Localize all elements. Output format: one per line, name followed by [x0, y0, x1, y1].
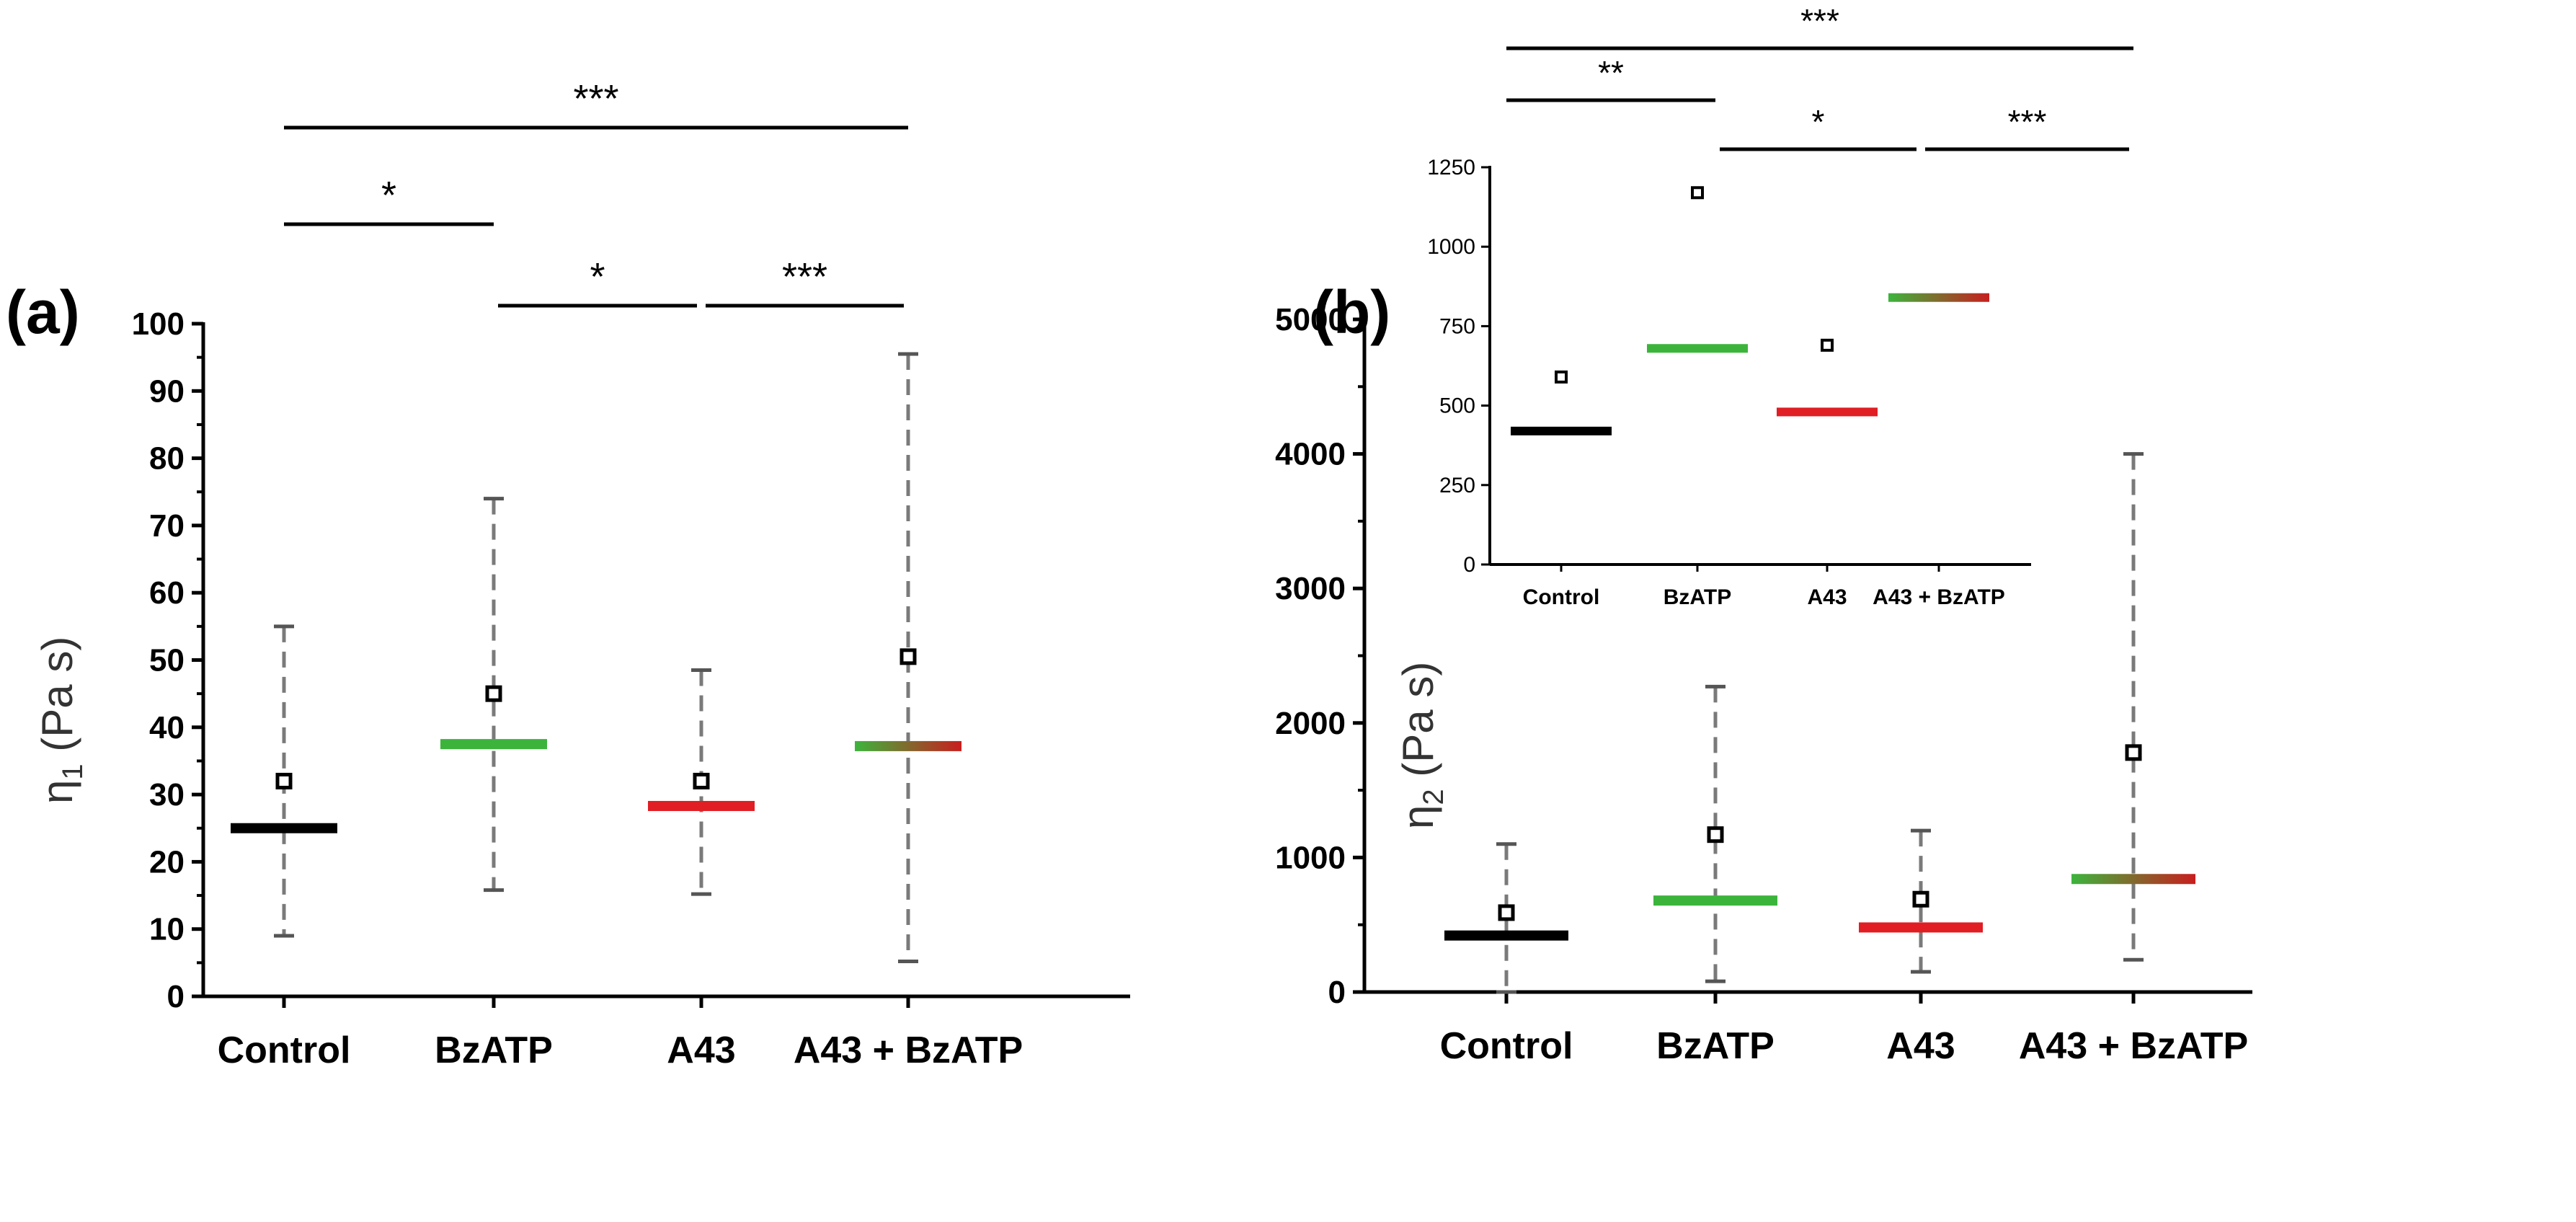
panel-a-y-tick-label: 70	[149, 508, 185, 544]
inset-median-bar	[1888, 293, 1989, 302]
panel-a-significance-label: ***	[782, 255, 827, 298]
panel-b-y-tick-label: 4000	[1275, 437, 1346, 472]
panel-b-median-bar	[2071, 874, 2195, 885]
panel-a-y-tick-label: 20	[149, 844, 185, 880]
panel-b-x-tick-label: Control	[1440, 1025, 1573, 1067]
panel-b-y-tick-label: 3000	[1275, 571, 1346, 606]
inset-chart: 0 250 500 750 1000 1250 Control BzATP A43 A43 + B…	[1427, 156, 2031, 609]
panel-a-mean-marker	[693, 772, 710, 789]
panel-a-ylabel-eta: η	[33, 780, 81, 804]
inset-mean-marker	[1691, 186, 1704, 200]
panel-b-y-tick-label: 5000	[1275, 302, 1346, 337]
panel-a-ylabel-units: (Pa s)	[33, 637, 81, 764]
panel-a-mean-marker	[485, 685, 502, 702]
panel-b-y-tick-label: 1000	[1275, 840, 1346, 875]
panel-a-y-tick-label: 10	[149, 912, 185, 947]
panel-b-x-tick-label: BzATP	[1656, 1025, 1775, 1067]
panel-b-y-tick-label: 0	[1328, 975, 1346, 1010]
panel-a-median-bar	[231, 823, 337, 833]
panel-b-x-tick-label: A43 + BzATP	[2019, 1025, 2248, 1067]
panel-a-mean-marker	[275, 772, 293, 789]
inset-x-tick-label: A43 + BzATP	[1873, 585, 2005, 609]
panel-b-significance-label: *	[1812, 103, 1825, 141]
panel-a-ylabel-sub: 1	[57, 763, 89, 779]
panel-b-ylabel-eta: η	[1394, 805, 1442, 829]
panel-a-y-tick-label: 80	[149, 441, 185, 477]
inset-y-tick-label: 1250	[1427, 156, 1475, 180]
inset-x-tick-label: BzATP	[1664, 585, 1731, 609]
inset-y-tick-label: 1000	[1427, 235, 1475, 259]
panel-a-mean-marker	[900, 648, 917, 665]
panel-a-median-bar	[855, 740, 961, 751]
panel-a-y-tick-label: 0	[167, 979, 185, 1014]
inset-x-tick-label: Control	[1523, 585, 1600, 609]
inset-y-tick-label: 750	[1439, 314, 1475, 338]
panel-b-median-bar	[1444, 930, 1568, 941]
inset-x-tick-label: A43	[1807, 585, 1847, 609]
panel-a-y-tick-label: 50	[149, 643, 185, 678]
panel-a-median-bar	[440, 739, 547, 750]
panel-b-mean-marker	[2125, 744, 2142, 761]
panel-b-label: (b)	[1313, 278, 1390, 346]
panel-b-mean-marker	[1498, 904, 1515, 921]
inset-y-tick-label: 500	[1439, 394, 1475, 418]
panel-a-y-tick-label: 40	[149, 710, 185, 745]
panel-b-median-bar	[1859, 922, 1983, 933]
panel-a-y-axis-label: η1 (Pa s)	[33, 637, 89, 804]
panel-a-y-tick-label: 90	[149, 373, 185, 409]
panel-a-y-tick-label: 30	[149, 777, 185, 813]
panel-a-label: (a)	[6, 278, 80, 346]
panel-b-x-tick-label: A43	[1886, 1025, 1955, 1067]
panel-b-mean-marker	[1707, 826, 1724, 844]
inset-median-bar	[1647, 344, 1748, 353]
inset-y-tick-label: 250	[1439, 474, 1475, 497]
panel-a-x-tick-label: Control	[218, 1030, 351, 1071]
panel-a-significance-label: *	[381, 174, 396, 217]
panel-b-significance-label: ***	[1800, 2, 1839, 40]
panel-a: (a) η1 (Pa s) 0 10 20 30 40 50 60 70 80 90 100 Cont…	[6, 77, 1130, 1071]
panel-b-ylabel-sub: 2	[1418, 789, 1449, 805]
panel-b-mean-marker	[1912, 890, 1929, 908]
panel-a-significance-label: ***	[573, 77, 618, 120]
panel-b-significance-label: ***	[2008, 103, 2047, 141]
panel-b-ylabel-units: (Pa s)	[1394, 662, 1442, 789]
inset-mean-marker	[1821, 338, 1834, 352]
panel-b-y-axis-label: η2 (Pa s)	[1394, 662, 1449, 829]
inset-median-bar	[1511, 426, 1612, 435]
panel-b: (b) η2 (Pa s) 010002000300040005000Contr…	[1275, 2, 2252, 1067]
inset-mean-marker	[1555, 370, 1568, 384]
panel-b-median-bar	[1653, 895, 1777, 906]
panel-a-significance-label: *	[590, 255, 605, 298]
panel-a-x-tick-label: BzATP	[435, 1030, 553, 1071]
panel-a-median-bar	[648, 800, 755, 811]
panel-b-significance-label: **	[1598, 54, 1624, 92]
panel-a-y-tick-label: 100	[132, 306, 185, 342]
panel-a-x-tick-label: A43	[667, 1030, 735, 1071]
inset-median-bar	[1777, 407, 1878, 417]
panel-a-x-tick-label: A43 + BzATP	[794, 1030, 1023, 1071]
panel-a-y-tick-label: 60	[149, 575, 185, 611]
panel-b-y-tick-label: 2000	[1275, 706, 1346, 741]
inset-y-tick-label: 0	[1463, 553, 1475, 577]
